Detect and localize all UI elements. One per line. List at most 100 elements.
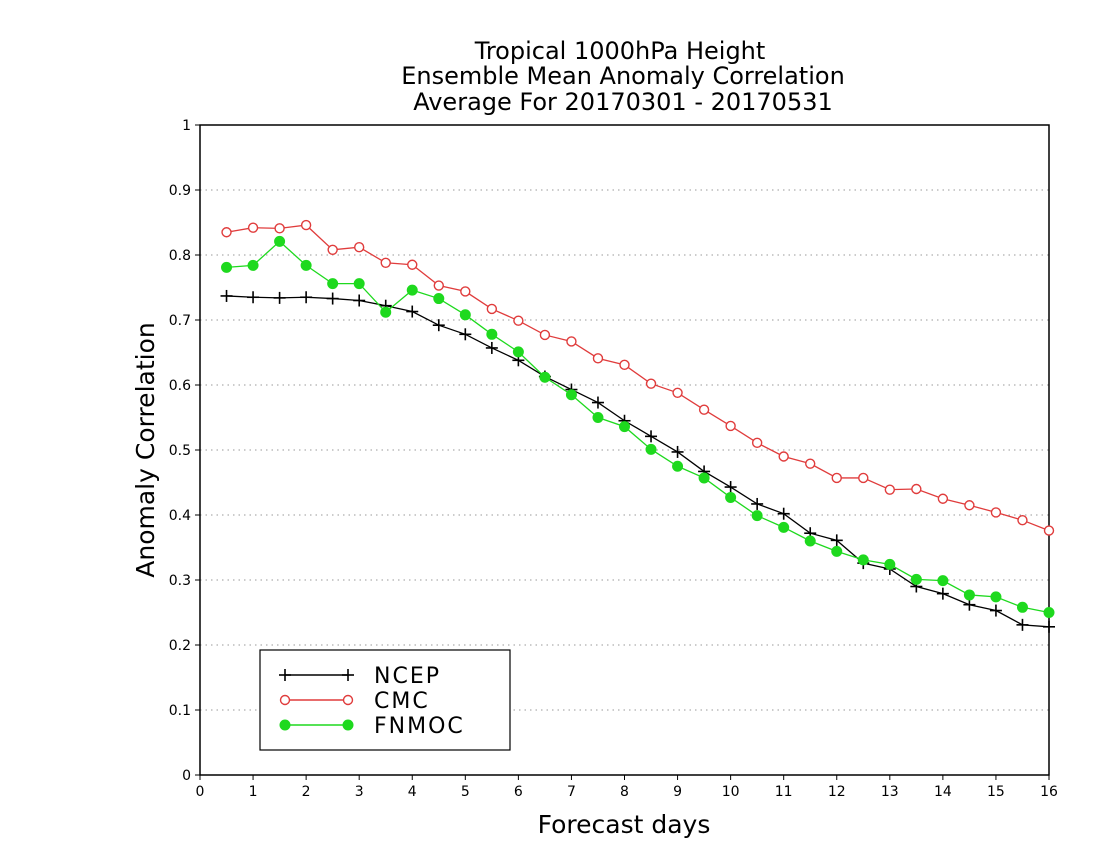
series-fnmoc — [221, 235, 1055, 618]
data-point-fnmoc — [274, 235, 286, 247]
data-point-fnmoc — [353, 278, 365, 290]
data-point-ncep — [247, 291, 260, 304]
data-point-fnmoc — [406, 284, 418, 296]
chart-title-line-3: Average For 20170301 - 20170531 — [413, 88, 833, 116]
data-point-ncep — [936, 587, 949, 600]
legend-marker-left-cmc — [279, 694, 291, 706]
x-tick-label: 14 — [934, 784, 952, 800]
data-point-fnmoc — [831, 545, 843, 557]
x-tick-label: 16 — [1040, 784, 1058, 800]
x-tick-label: 7 — [567, 784, 576, 800]
legend-marker-left-ncep — [279, 669, 291, 681]
data-point-ncep — [300, 291, 313, 304]
data-point-ncep — [591, 396, 604, 409]
data-point-ncep — [671, 445, 684, 458]
data-point-ncep — [485, 341, 498, 354]
data-point-cmc — [274, 223, 285, 234]
data-point-cmc — [460, 286, 471, 297]
data-point-ncep — [724, 481, 737, 494]
data-point-cmc — [433, 280, 444, 291]
data-point-cmc — [725, 420, 736, 432]
legend-marker-left-fnmoc — [279, 719, 291, 731]
x-tick-label: 8 — [620, 784, 629, 800]
y-tick-label: 0.4 — [169, 508, 191, 524]
y-tick-label: 0.9 — [169, 183, 191, 199]
x-axis-title: Forecast days — [538, 810, 711, 839]
gridlines — [200, 189, 1049, 711]
data-point-cmc — [353, 241, 365, 253]
data-point-cmc — [672, 387, 683, 398]
data-point-fnmoc — [698, 472, 710, 484]
y-tick-label: 1 — [182, 118, 191, 134]
data-point-cmc — [247, 222, 259, 233]
x-tick-label: 1 — [249, 784, 258, 800]
data-point-fnmoc — [884, 558, 896, 570]
data-point-fnmoc — [512, 346, 524, 358]
data-point-fnmoc — [963, 589, 975, 601]
x-tick-label: 9 — [673, 784, 682, 800]
data-point-ncep — [273, 291, 286, 304]
y-axis-title: Anomaly Correlation — [131, 322, 160, 577]
data-point-cmc — [884, 484, 896, 495]
data-point-cmc — [937, 493, 949, 504]
y-tick-label: 0.7 — [169, 313, 191, 329]
data-point-cmc — [380, 257, 391, 268]
y-tick-label: 0.5 — [169, 443, 191, 459]
data-point-cmc — [751, 437, 763, 449]
y-tick-label: 0.2 — [169, 638, 191, 654]
data-point-cmc — [645, 378, 657, 389]
x-tick-label: 0 — [196, 784, 205, 800]
legend-label-fnmoc: FNMOC — [374, 714, 465, 739]
data-point-cmc — [858, 472, 869, 484]
legend-item-fnmoc: FNMOC — [279, 714, 465, 739]
y-tick-label: 0.3 — [169, 573, 191, 589]
data-point-cmc — [539, 329, 551, 341]
data-point-ncep — [751, 497, 764, 510]
x-tick-label: 6 — [514, 784, 523, 800]
data-point-fnmoc — [910, 573, 922, 585]
data-point-cmc — [486, 303, 498, 315]
data-point-fnmoc — [672, 460, 684, 472]
x-tick-label: 13 — [881, 784, 899, 800]
x-tick-label: 5 — [461, 784, 470, 800]
data-point-fnmoc — [751, 510, 763, 522]
x-tick-label: 12 — [828, 784, 846, 800]
data-point-ncep — [432, 319, 445, 332]
data-point-fnmoc — [247, 259, 259, 271]
chart-title-line-1: Tropical 1000hPa Height — [474, 37, 766, 65]
data-point-fnmoc — [1016, 601, 1028, 613]
data-point-ncep — [963, 598, 976, 611]
data-point-fnmoc — [459, 309, 471, 321]
series-line-cmc — [226, 224, 1050, 532]
series-line-fnmoc — [226, 240, 1050, 614]
data-point-fnmoc — [725, 491, 737, 503]
data-point-ncep — [777, 507, 790, 520]
data-point-ncep — [406, 305, 419, 318]
x-tick-label: 2 — [302, 784, 311, 800]
data-point-cmc — [619, 359, 630, 371]
x-axis: 0 1 2 3 4 5 6 7 8 9 10 11 12 13 14 15 16 — [196, 775, 1058, 800]
data-point-cmc — [327, 244, 338, 256]
x-tick-label: 11 — [775, 784, 793, 800]
y-tick-label: 0.6 — [169, 378, 191, 394]
data-point-ncep — [1043, 620, 1055, 633]
legend-marker-right-ncep — [342, 669, 354, 681]
y-axis: 0 0.1 0.2 0.3 0.4 0.5 0.6 0.7 0.8 0.9 1 — [169, 118, 200, 784]
y-tick-label: 0.1 — [169, 703, 191, 719]
data-point-fnmoc — [804, 535, 816, 547]
data-point-cmc — [221, 227, 232, 238]
data-point-ncep — [1016, 618, 1029, 631]
data-point-fnmoc — [778, 521, 790, 533]
data-point-ncep — [353, 294, 366, 307]
y-tick-label: 0 — [182, 768, 191, 784]
legend-marker-right-cmc — [342, 694, 354, 706]
data-point-fnmoc — [937, 575, 949, 587]
series-ncep — [220, 289, 1055, 633]
data-point-fnmoc — [221, 261, 233, 273]
data-point-ncep — [220, 289, 233, 302]
x-tick-label: 10 — [722, 784, 740, 800]
data-point-fnmoc — [380, 306, 392, 318]
data-point-cmc — [964, 500, 975, 511]
x-tick-label: 4 — [408, 784, 417, 800]
